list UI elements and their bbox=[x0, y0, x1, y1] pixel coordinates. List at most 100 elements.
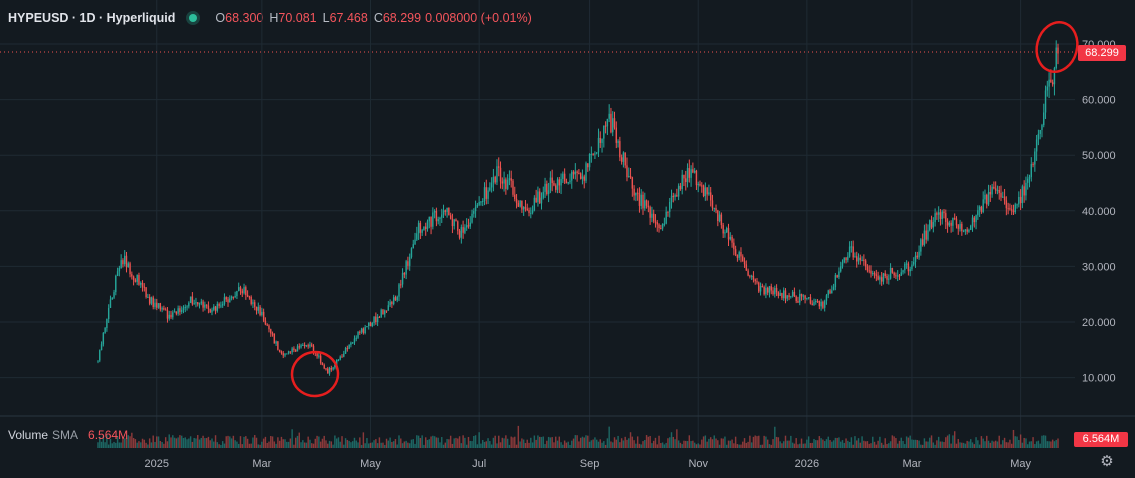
volume-bar bbox=[1048, 441, 1050, 448]
volume-bar bbox=[132, 437, 135, 448]
volume-bar bbox=[750, 442, 753, 448]
candle-body bbox=[681, 174, 683, 190]
volume-bar bbox=[353, 437, 356, 448]
volume-bar bbox=[900, 437, 902, 448]
candle-body bbox=[261, 311, 263, 315]
candle-body bbox=[170, 314, 172, 318]
candle-body bbox=[563, 173, 566, 182]
volume-bar bbox=[286, 441, 288, 448]
volume-bar bbox=[339, 441, 341, 448]
candle-body bbox=[1051, 82, 1054, 85]
candle-body bbox=[229, 298, 231, 303]
candle-body bbox=[802, 295, 805, 297]
candle-body bbox=[629, 175, 632, 178]
volume-bar bbox=[914, 439, 917, 448]
volume-bar bbox=[369, 442, 372, 448]
settings-gear-icon[interactable]: ⚙ bbox=[1100, 453, 1114, 470]
volume-bar bbox=[127, 435, 129, 448]
candle-body bbox=[745, 264, 748, 271]
volume-bar bbox=[243, 436, 245, 448]
volume-bar bbox=[761, 444, 764, 448]
candle-body bbox=[713, 208, 715, 210]
volume-bar bbox=[882, 444, 885, 448]
volume-bar bbox=[145, 442, 147, 448]
candle-body bbox=[476, 204, 479, 207]
volume-bar bbox=[781, 443, 783, 448]
volume-bar bbox=[581, 436, 584, 448]
volume-bar bbox=[549, 437, 552, 448]
change-value: 0.008000 (+0.01%) bbox=[425, 11, 532, 25]
candle-body bbox=[950, 222, 952, 226]
candle-body bbox=[875, 274, 878, 276]
candle-body bbox=[1014, 204, 1016, 213]
candle-body bbox=[1010, 209, 1013, 211]
candle-body bbox=[994, 188, 997, 191]
volume-bar bbox=[490, 444, 493, 448]
candle-body bbox=[977, 210, 979, 216]
candle-body bbox=[624, 152, 626, 166]
volume-bar bbox=[565, 442, 568, 448]
volume-bar bbox=[1039, 443, 1041, 448]
candle-body bbox=[615, 127, 618, 143]
volume-bar bbox=[1055, 439, 1057, 448]
candle-body bbox=[991, 186, 993, 195]
volume-legend[interactable]: Volume SMA 6.564M bbox=[8, 428, 128, 442]
symbol-title[interactable]: HYPEUSD · 1D · Hyperliquid bbox=[8, 11, 176, 25]
candle-body bbox=[715, 208, 717, 211]
candle-body bbox=[816, 301, 819, 303]
volume-bar bbox=[945, 437, 947, 448]
volume-bar bbox=[686, 441, 689, 448]
volume-bar bbox=[526, 439, 528, 448]
candle-body bbox=[644, 200, 646, 209]
candle-body bbox=[610, 113, 612, 133]
candle-body bbox=[742, 256, 744, 262]
candle-body bbox=[1019, 196, 1022, 204]
volume-bar bbox=[587, 435, 589, 448]
volume-bar bbox=[291, 429, 293, 448]
candle-body bbox=[353, 338, 356, 343]
candle-body bbox=[220, 305, 222, 307]
candle-body bbox=[312, 345, 315, 353]
volume-bar bbox=[449, 435, 452, 448]
candle-body bbox=[471, 213, 473, 223]
volume-bar bbox=[225, 436, 227, 448]
volume-bar bbox=[594, 437, 596, 448]
candle-body bbox=[758, 282, 760, 292]
volume-bar bbox=[193, 437, 195, 448]
volume-bar bbox=[968, 441, 970, 448]
candle-body bbox=[257, 306, 260, 311]
candle-body bbox=[1046, 86, 1049, 91]
candle-body bbox=[442, 210, 445, 215]
volume-bar bbox=[660, 443, 662, 448]
volume-bar bbox=[159, 440, 162, 448]
candle-body bbox=[834, 275, 837, 288]
volume-bar bbox=[492, 437, 495, 448]
volume-bar bbox=[948, 434, 951, 448]
volume-bar bbox=[186, 439, 188, 448]
candle-body bbox=[658, 224, 660, 229]
volume-bar bbox=[925, 441, 927, 448]
volume-bar bbox=[200, 437, 203, 448]
volume-bar bbox=[613, 437, 616, 448]
close-label: C bbox=[373, 11, 383, 25]
volume-bar bbox=[357, 442, 359, 448]
candle-body bbox=[877, 275, 879, 280]
candle-body bbox=[175, 311, 178, 314]
candle-body bbox=[866, 266, 869, 271]
candle-body bbox=[311, 344, 313, 346]
candle-body bbox=[791, 291, 794, 297]
volume-bar bbox=[1027, 444, 1029, 448]
candle-body bbox=[893, 272, 895, 276]
candle-body bbox=[740, 252, 742, 257]
volume-bar bbox=[991, 440, 993, 448]
volume-bar bbox=[1030, 441, 1032, 448]
volume-bar bbox=[813, 438, 815, 448]
candle-body bbox=[496, 166, 498, 183]
volume-bar bbox=[998, 435, 1000, 448]
volume-bar bbox=[371, 442, 373, 448]
x-tick-label: Sep bbox=[580, 458, 600, 470]
volume-bar bbox=[414, 443, 416, 448]
candle-body bbox=[289, 351, 292, 353]
